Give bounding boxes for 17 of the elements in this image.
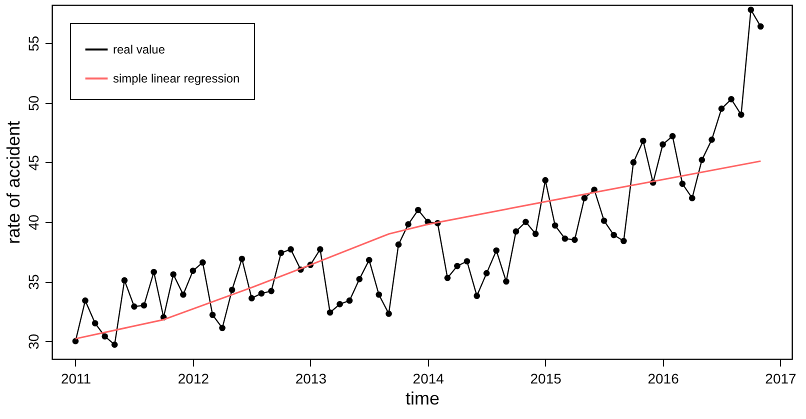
y-axis-title: rate of accident	[4, 120, 24, 244]
y-tick-label: 50	[26, 95, 42, 112]
y-tick-label: 30	[26, 334, 42, 350]
y-tick-label: 40	[26, 214, 42, 230]
x-tick-label: 2014	[412, 370, 444, 386]
y-tick-label: 55	[26, 36, 42, 52]
legend-label: simple linear regression	[113, 72, 240, 86]
x-tick-label: 2013	[295, 370, 327, 386]
y-tick-label: 35	[26, 274, 42, 290]
x-axis-title: time	[405, 388, 440, 408]
x-tick-label: 2016	[648, 370, 680, 386]
y-tick-label: 45	[26, 154, 42, 171]
x-tick-label: 2012	[178, 370, 210, 386]
x-tick-label: 2017	[765, 370, 797, 386]
x-tick-label: 2015	[530, 370, 562, 386]
x-tick-label: 2011	[60, 370, 92, 386]
legend-label: real value	[113, 42, 166, 56]
